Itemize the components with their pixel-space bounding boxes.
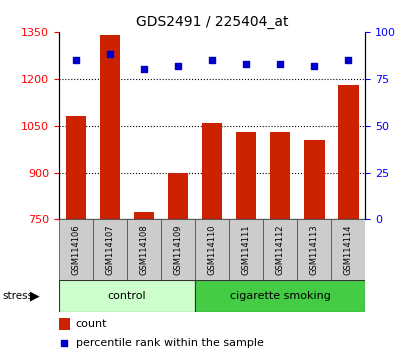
Point [209,57,215,63]
FancyBboxPatch shape [161,219,195,280]
Point [311,63,318,68]
Text: cigarette smoking: cigarette smoking [230,291,331,301]
FancyBboxPatch shape [195,280,365,312]
Point [107,52,113,57]
Bar [270,132,291,219]
Bar [59,318,70,330]
FancyBboxPatch shape [263,219,297,280]
Text: GSM114107: GSM114107 [105,224,114,275]
Text: GSM114106: GSM114106 [71,224,80,275]
Text: count: count [76,319,107,329]
Bar [134,212,154,219]
Bar [202,122,222,219]
Point [61,340,68,346]
Text: GSM114112: GSM114112 [276,224,285,275]
FancyBboxPatch shape [297,219,331,280]
Bar [338,85,359,219]
Text: GSM114109: GSM114109 [173,224,183,275]
Bar [236,132,256,219]
Text: GSM114111: GSM114111 [241,224,251,275]
Bar [168,172,188,219]
Text: GSM114114: GSM114114 [344,224,353,275]
FancyBboxPatch shape [331,219,365,280]
Title: GDS2491 / 225404_at: GDS2491 / 225404_at [136,16,289,29]
Bar [66,116,86,219]
Bar [304,140,325,219]
Point [345,57,352,63]
Point [277,61,284,67]
Point [175,63,181,68]
Text: GSM114110: GSM114110 [207,224,217,275]
FancyBboxPatch shape [59,280,195,312]
Text: GSM114108: GSM114108 [139,224,148,275]
Bar [100,35,120,219]
Point [73,57,79,63]
Text: stress: stress [2,291,33,301]
Text: control: control [108,291,146,301]
Point [243,61,249,67]
FancyBboxPatch shape [195,219,229,280]
Text: percentile rank within the sample: percentile rank within the sample [76,338,263,348]
Point [141,67,147,72]
FancyBboxPatch shape [127,219,161,280]
FancyBboxPatch shape [93,219,127,280]
FancyBboxPatch shape [229,219,263,280]
Text: ▶: ▶ [30,289,40,302]
FancyBboxPatch shape [59,219,93,280]
Text: GSM114113: GSM114113 [310,224,319,275]
